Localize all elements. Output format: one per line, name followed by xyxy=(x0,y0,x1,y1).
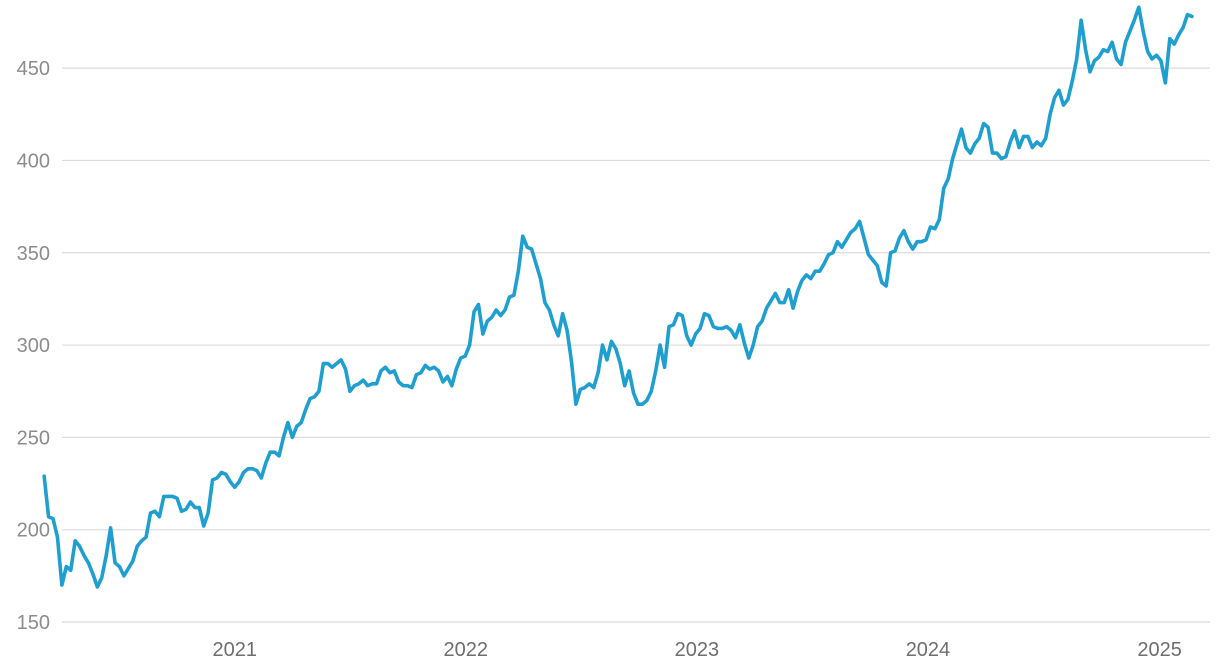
x-tick-label: 2022 xyxy=(444,639,489,661)
y-axis-ticks: 150 200 250 300 350 400 450 xyxy=(17,58,50,634)
x-axis-ticks: 2021 2022 2023 2024 2025 xyxy=(212,639,1181,661)
x-tick-label: 2024 xyxy=(906,639,951,661)
y-tick-label: 300 xyxy=(17,335,50,357)
y-tick-label: 450 xyxy=(17,58,50,80)
series-layer xyxy=(42,5,1194,589)
y-tick-label: 200 xyxy=(17,520,50,542)
x-tick-label: 2021 xyxy=(212,639,257,661)
x-tick-label: 2023 xyxy=(675,639,720,661)
y-tick-label: 250 xyxy=(17,427,50,449)
y-tick-label: 400 xyxy=(17,150,50,172)
gridlines xyxy=(62,67,1210,623)
y-tick-label: 350 xyxy=(17,243,50,265)
x-tick-label: 2025 xyxy=(1137,639,1182,661)
y-tick-label: 150 xyxy=(17,612,50,634)
series-line-0 xyxy=(42,5,1194,589)
